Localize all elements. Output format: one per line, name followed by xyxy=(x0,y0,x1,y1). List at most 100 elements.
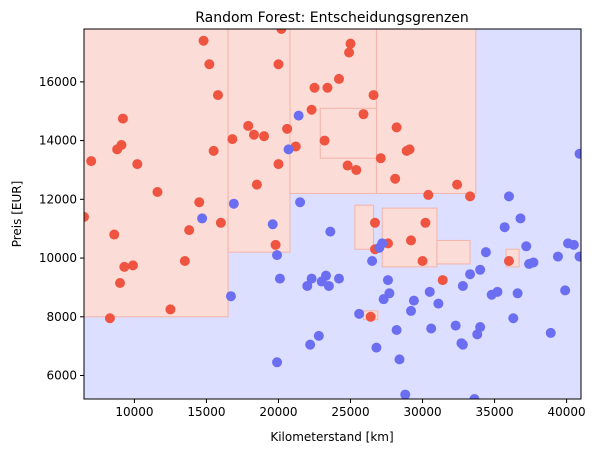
data-point-blue xyxy=(354,308,365,319)
data-point-blue xyxy=(492,286,503,297)
data-point-blue xyxy=(480,247,491,258)
data-point-red xyxy=(273,159,284,170)
data-point-red xyxy=(319,135,330,146)
data-point-red xyxy=(127,260,138,271)
data-point-blue xyxy=(475,264,486,275)
data-point-red xyxy=(119,261,130,272)
data-point-red xyxy=(198,35,209,46)
x-tick-label: 10000 xyxy=(115,405,153,419)
data-point-red xyxy=(420,217,431,228)
data-point-red xyxy=(204,59,215,70)
data-point-blue xyxy=(272,250,283,261)
data-point-red xyxy=(165,304,176,315)
data-point-blue xyxy=(508,313,519,324)
chart-title: Random Forest: Entscheidungsgrenzen xyxy=(195,10,469,26)
data-point-blue xyxy=(574,148,581,159)
data-point-red xyxy=(227,134,238,145)
data-point-red xyxy=(86,156,97,167)
data-point-red xyxy=(208,145,219,156)
data-point-red xyxy=(115,278,126,289)
data-point-blue xyxy=(274,273,285,284)
data-point-red xyxy=(212,90,223,101)
data-point-blue xyxy=(295,197,306,208)
data-point-blue xyxy=(321,270,332,281)
data-point-blue xyxy=(528,257,539,268)
data-point-blue xyxy=(515,213,526,224)
data-point-red xyxy=(276,29,287,34)
x-tick-label: 40000 xyxy=(548,405,586,419)
decision-region-red xyxy=(84,29,229,318)
y-tick-label: 8000 xyxy=(46,310,77,324)
data-point-red xyxy=(365,311,376,322)
decision-region-red xyxy=(375,29,477,194)
data-point-red xyxy=(391,122,402,133)
data-point-red xyxy=(184,225,195,236)
y-axis-label: Preis [EUR] xyxy=(10,181,24,248)
data-point-red xyxy=(117,113,128,124)
data-point-red xyxy=(282,123,293,134)
y-tick-label: 10000 xyxy=(39,251,77,265)
data-point-red xyxy=(342,160,353,171)
data-point-red xyxy=(116,139,127,150)
data-point-blue xyxy=(465,269,476,280)
data-point-red xyxy=(369,217,380,228)
data-point-blue xyxy=(371,342,382,353)
data-point-red xyxy=(309,82,320,93)
plot-frame xyxy=(83,28,582,400)
data-point-blue xyxy=(197,213,208,224)
data-point-blue xyxy=(457,280,468,291)
data-point-red xyxy=(406,235,417,246)
x-tick-label: 30000 xyxy=(403,405,441,419)
data-point-red xyxy=(248,129,259,140)
data-point-blue xyxy=(323,280,334,291)
data-point-red xyxy=(215,217,226,228)
data-point-red xyxy=(152,186,163,197)
data-point-red xyxy=(243,120,254,131)
data-point-blue xyxy=(293,110,304,121)
data-point-blue xyxy=(560,285,571,296)
data-point-red xyxy=(345,38,356,49)
data-point-blue xyxy=(475,322,486,333)
data-point-red xyxy=(132,159,143,170)
data-point-red xyxy=(251,179,262,190)
data-point-red xyxy=(503,255,514,266)
y-tick-label: 16000 xyxy=(39,75,77,89)
data-point-blue xyxy=(225,291,236,302)
data-point-blue xyxy=(283,144,294,155)
decision-region-red xyxy=(436,239,471,265)
data-point-blue xyxy=(377,238,388,249)
data-point-blue xyxy=(394,354,405,365)
x-tick-label: 35000 xyxy=(475,405,513,419)
data-point-blue xyxy=(450,320,461,331)
data-point-blue xyxy=(302,280,313,291)
data-point-red xyxy=(194,197,205,208)
data-point-red xyxy=(84,211,89,222)
decision-region-red xyxy=(354,204,375,250)
data-point-red xyxy=(344,47,355,58)
data-point-red xyxy=(358,109,369,120)
data-point-red xyxy=(390,173,401,184)
data-point-red xyxy=(417,255,428,266)
data-point-red xyxy=(273,59,284,70)
x-axis-ticks: 10000 15000 20000 25000 30000 35000 40000 xyxy=(115,399,586,419)
data-point-blue xyxy=(306,273,317,284)
data-point-blue xyxy=(228,198,239,209)
data-point-blue xyxy=(424,286,435,297)
y-tick-label: 6000 xyxy=(46,369,77,383)
data-point-blue xyxy=(384,288,395,299)
data-point-blue xyxy=(568,239,579,250)
x-tick-label: 25000 xyxy=(331,405,369,419)
data-point-blue xyxy=(499,222,510,233)
data-point-red xyxy=(270,239,281,250)
data-point-blue xyxy=(457,339,468,350)
data-point-blue xyxy=(382,275,393,286)
data-point-blue xyxy=(503,191,514,202)
data-point-red xyxy=(465,191,476,202)
data-point-blue xyxy=(325,226,336,237)
data-point-blue xyxy=(267,219,278,230)
data-point-red xyxy=(423,189,434,200)
y-tick-label: 12000 xyxy=(39,192,77,206)
data-point-blue xyxy=(469,394,480,399)
data-point-red xyxy=(259,131,270,142)
